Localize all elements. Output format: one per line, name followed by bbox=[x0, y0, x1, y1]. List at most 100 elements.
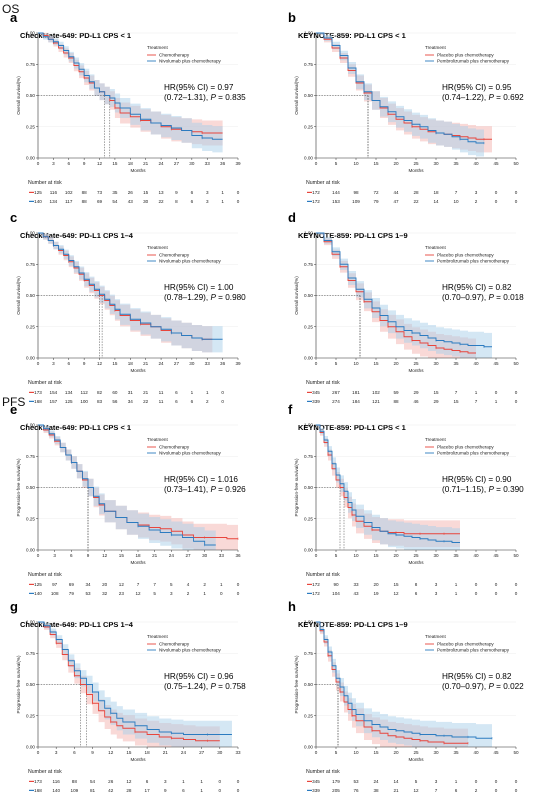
x-tick-label: 5 bbox=[335, 553, 338, 558]
legend-label-1: Pembrolizumab plus chemotherapy bbox=[437, 451, 510, 456]
legend-label-0: Chemotherapy bbox=[159, 642, 190, 647]
risk-count: 112 bbox=[80, 390, 88, 395]
risk-count: 0 bbox=[237, 190, 240, 195]
risk-count: 88 bbox=[393, 399, 399, 404]
km-curve-1 bbox=[316, 32, 484, 144]
legend-label-0: Placebo plus chemotherapy bbox=[437, 445, 494, 450]
x-tick-label: 0 bbox=[315, 361, 318, 366]
x-tick-label: 24 bbox=[159, 161, 165, 166]
x-axis-label: Months bbox=[130, 757, 146, 762]
x-tick-label: 40 bbox=[473, 361, 479, 366]
risk-count: 121 bbox=[372, 399, 380, 404]
risk-table-title: Number at risk bbox=[28, 180, 62, 186]
risk-count: 0 bbox=[495, 591, 498, 596]
risk-count: 2 bbox=[475, 788, 478, 793]
y-tick-label: 1.00 bbox=[26, 231, 35, 236]
risk-count: 12 bbox=[413, 788, 419, 793]
risk-count: 117 bbox=[65, 199, 73, 204]
y-axis-label: Progression-free survival(%) bbox=[16, 655, 21, 713]
risk-count: 0 bbox=[495, 788, 498, 793]
risk-count: 3 bbox=[475, 190, 478, 195]
risk-count: 1 bbox=[220, 582, 223, 587]
risk-count: 79 bbox=[69, 591, 75, 596]
panel-letter: a bbox=[10, 10, 18, 25]
risk-count: 76 bbox=[353, 788, 359, 793]
risk-count: 134 bbox=[50, 199, 58, 204]
risk-count: 18 bbox=[433, 190, 439, 195]
hr-ci-p: (0.74–1.22), P = 0.692 bbox=[442, 93, 524, 102]
risk-count: 0 bbox=[220, 591, 223, 596]
y-tick-label: 0.50 bbox=[26, 293, 35, 298]
x-tick-label: 18 bbox=[145, 750, 151, 755]
y-tick-label: 0.50 bbox=[26, 485, 35, 490]
hr-p-symbol: P bbox=[488, 293, 494, 302]
y-tick-label: 0.25 bbox=[26, 516, 35, 521]
risk-count: 19 bbox=[373, 591, 379, 596]
risk-count: 125 bbox=[34, 582, 42, 587]
risk-count: 82 bbox=[97, 390, 103, 395]
legend-label-0: Placebo plus chemotherapy bbox=[437, 53, 494, 58]
risk-count: 9 bbox=[175, 190, 178, 195]
risk-count: 43 bbox=[128, 199, 134, 204]
risk-count: 0 bbox=[475, 591, 478, 596]
y-tick-label: 0.50 bbox=[26, 682, 35, 687]
km-panel-a: a CheckMate-649: PD-L1 CPS < 1 0.00 0.25 0.5… bbox=[2, 8, 272, 206]
risk-count: 3 bbox=[206, 199, 209, 204]
risk-count: 0 bbox=[515, 779, 518, 784]
risk-count: 0 bbox=[475, 582, 478, 587]
x-tick-label: 15 bbox=[119, 553, 125, 558]
risk-count: 0 bbox=[237, 199, 240, 204]
x-tick-label: 9 bbox=[91, 750, 94, 755]
risk-count: 0 bbox=[237, 779, 240, 784]
risk-count: 26 bbox=[128, 190, 134, 195]
x-tick-label: 18 bbox=[128, 361, 134, 366]
legend-label-0: Placebo plus chemotherapy bbox=[437, 253, 494, 258]
x-tick-label: 6 bbox=[67, 361, 70, 366]
x-tick-label: 40 bbox=[473, 553, 479, 558]
hr-ci: (0.70–0.97), bbox=[442, 293, 488, 302]
risk-count: 6 bbox=[146, 779, 149, 784]
x-tick-label: 25 bbox=[413, 361, 419, 366]
y-axis-label: Progression-free survival(%) bbox=[16, 458, 21, 516]
section-label-pfs: PFS bbox=[2, 395, 26, 409]
risk-count: 3 bbox=[435, 591, 438, 596]
legend-title: Treatment bbox=[147, 245, 168, 250]
km-chart-svg: f KEYNOTE-859: PD-L1 CPS < 1 0.00 0.25 0.50 0… bbox=[288, 402, 524, 596]
risk-count: 17 bbox=[145, 788, 151, 793]
risk-count: 6 bbox=[191, 199, 194, 204]
hr-p-value: = 0.018 bbox=[494, 293, 524, 302]
risk-count: 205 bbox=[332, 788, 340, 793]
x-tick-label: 27 bbox=[199, 750, 205, 755]
risk-count: 1 bbox=[475, 390, 478, 395]
x-tick-label: 21 bbox=[163, 750, 169, 755]
hr-value: HR(95% CI) = 0.90 bbox=[442, 475, 512, 484]
risk-count: 26 bbox=[108, 779, 114, 784]
risk-count: 15 bbox=[453, 399, 459, 404]
hr-p-symbol: P bbox=[488, 485, 494, 494]
x-tick-label: 24 bbox=[181, 750, 187, 755]
risk-count: 0 bbox=[495, 779, 498, 784]
risk-count: 134 bbox=[65, 390, 73, 395]
y-tick-label: 0.25 bbox=[26, 713, 35, 718]
risk-count: 100 bbox=[80, 399, 88, 404]
y-tick-label: 0.50 bbox=[26, 93, 35, 98]
x-axis-label: Months bbox=[408, 757, 424, 762]
y-tick-label: 0.00 bbox=[26, 356, 35, 361]
panel-letter: b bbox=[288, 10, 296, 25]
y-tick-label: 0.00 bbox=[304, 548, 313, 553]
x-tick-label: 30 bbox=[217, 750, 223, 755]
risk-count: 345 bbox=[312, 390, 320, 395]
x-tick-label: 21 bbox=[143, 161, 149, 166]
x-axis-label: Months bbox=[408, 168, 424, 173]
chart-title: KEYNOTE-859: PD-L1 CPS 1–9 bbox=[298, 620, 408, 629]
risk-count: 12 bbox=[393, 591, 399, 596]
chart-title: CheckMate-649: PD-L1 CPS < 1 bbox=[20, 31, 131, 40]
risk-count: 5 bbox=[415, 779, 418, 784]
y-tick-label: 0.75 bbox=[26, 62, 35, 67]
km-panel-h: h KEYNOTE-859: PD-L1 CPS 1–9 0.00 0.25 0.50 0… bbox=[280, 597, 550, 795]
risk-count: 1 bbox=[203, 591, 206, 596]
risk-count: 34 bbox=[128, 399, 134, 404]
legend-title: Treatment bbox=[425, 634, 446, 639]
risk-count: 54 bbox=[112, 199, 118, 204]
